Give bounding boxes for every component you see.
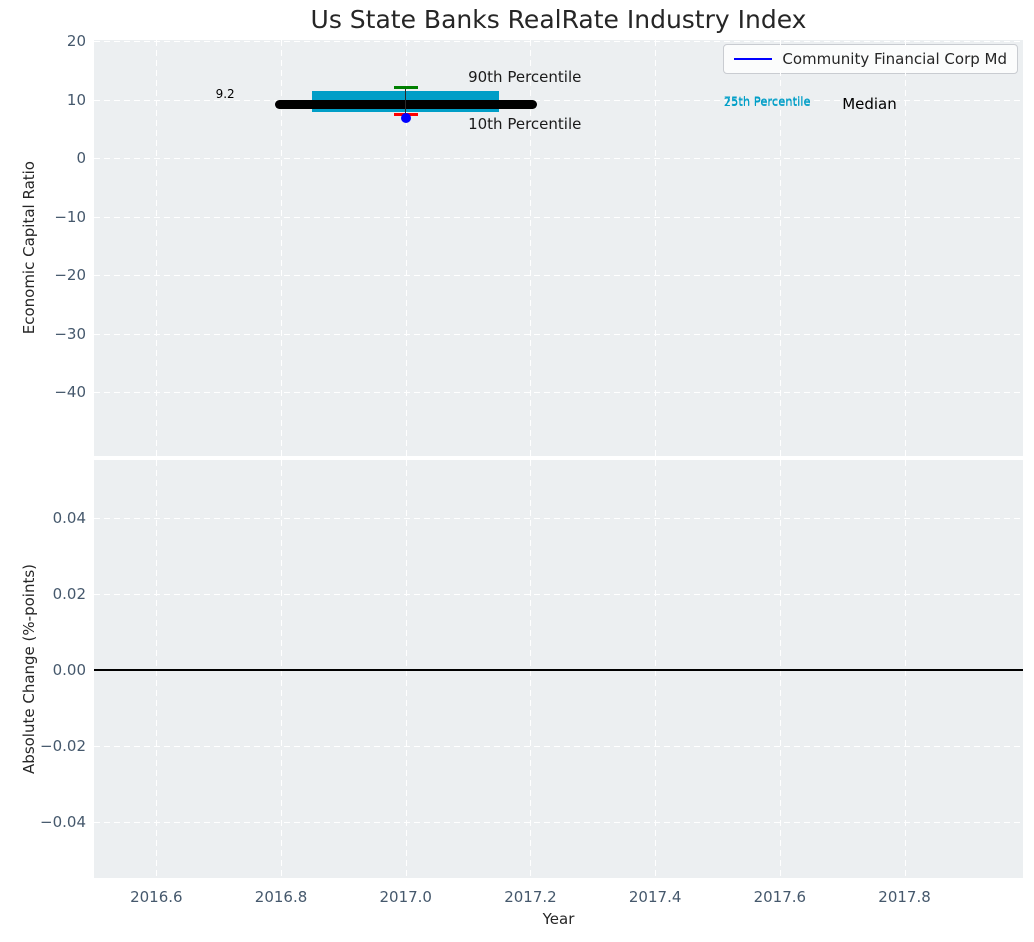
annotation-p25-annotation: 25th Percentile — [723, 95, 811, 110]
annotation-p90-annotation: 90th Percentile — [468, 68, 582, 87]
gridline — [156, 460, 158, 878]
percentile-whisker — [404, 87, 407, 115]
gridline — [94, 746, 1023, 748]
bottom-axes — [94, 460, 1023, 878]
p90-cap — [393, 86, 418, 90]
top-y-tick-label: 10 — [66, 90, 86, 109]
gridline — [405, 40, 407, 456]
top-axes: Community Financial Corp Md 9.2 90th Perc… — [94, 40, 1023, 456]
chart-title: Us State Banks RealRate Industry Index — [310, 5, 807, 34]
top-y-tick-label: −10 — [54, 207, 86, 226]
gridline — [779, 40, 781, 456]
company-point — [400, 112, 411, 123]
gridline — [94, 822, 1023, 824]
gridline — [94, 41, 1023, 43]
bottom-y-tick-label: 0.04 — [52, 509, 86, 528]
x-tick-label: 2016.8 — [254, 888, 308, 906]
x-tick-label: 2016.6 — [130, 888, 183, 906]
top-y-tick-label: −30 — [54, 324, 86, 343]
gridline — [904, 460, 906, 878]
x-tick-label: 2017.2 — [504, 888, 557, 906]
x-tick-label: 2017.6 — [753, 888, 807, 906]
annotation-median-annotation: Median — [842, 95, 897, 114]
annotation-p75-annotation: 75th Percentile — [723, 93, 811, 108]
x-tick-label: 2017.0 — [379, 888, 432, 906]
gridline — [94, 518, 1023, 520]
top-y-tick-label: −20 — [54, 266, 86, 285]
gridline — [779, 460, 781, 878]
gridline — [94, 392, 1023, 394]
top-y-axis-label: Economic Capital Ratio — [20, 161, 38, 335]
gridline — [655, 460, 657, 878]
bottom-y-tick-label: 0.02 — [52, 585, 86, 604]
bottom-y-tick-label: −0.04 — [40, 813, 86, 832]
gridline — [281, 40, 283, 456]
gridline — [94, 594, 1023, 596]
top-y-tick-label: 20 — [66, 32, 86, 51]
bottom-y-tick-label: 0.00 — [52, 661, 86, 680]
bottom-y-tick-label: −0.02 — [40, 737, 86, 756]
legend: Community Financial Corp Md — [723, 44, 1018, 74]
gridline — [405, 460, 407, 878]
gridline — [281, 460, 283, 878]
gridline — [904, 40, 906, 456]
annotation-median-value-label: 9.2 — [215, 86, 235, 101]
gridline — [530, 40, 532, 456]
gridline — [94, 158, 1023, 160]
gridline — [530, 460, 532, 878]
x-tick-label: 2017.4 — [628, 888, 682, 906]
gridline — [94, 99, 1023, 101]
x-tick-label: 2017.8 — [878, 888, 931, 906]
legend-label: Community Financial Corp Md — [782, 50, 1007, 68]
gridline — [94, 275, 1023, 277]
x-axis-label: Year — [542, 910, 575, 928]
top-y-tick-label: −40 — [54, 383, 86, 402]
gridline — [94, 216, 1023, 218]
annotation-p10-annotation: 10th Percentile — [468, 114, 582, 133]
gridline — [655, 40, 657, 456]
zero-line — [94, 669, 1023, 672]
gridline — [94, 333, 1023, 335]
top-y-tick-label: 0 — [76, 149, 86, 168]
legend-line-sample — [734, 57, 773, 61]
gridline — [156, 40, 158, 456]
